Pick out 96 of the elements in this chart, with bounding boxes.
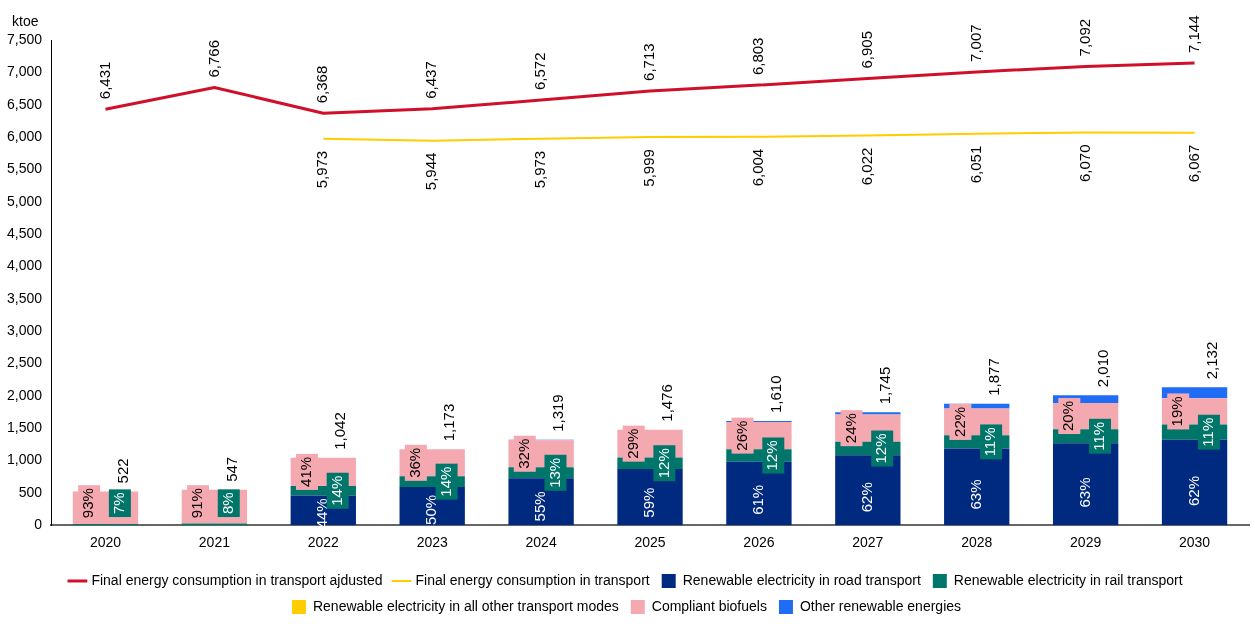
x-tick-label: 2028 bbox=[961, 534, 993, 551]
y-tick-label: 2,000 bbox=[6, 386, 43, 403]
annotation: 62% bbox=[1184, 476, 1202, 507]
annotation: 19% bbox=[1168, 396, 1186, 427]
x-tick-label: 2022 bbox=[307, 534, 340, 551]
legend-label: Compliant biofuels bbox=[651, 597, 767, 614]
annotation: 29% bbox=[623, 428, 641, 459]
legend-label: Renewable electricity in all other transport modes bbox=[312, 597, 619, 614]
y-tick-label: 1,000 bbox=[6, 451, 43, 468]
x-tick-label: 2024 bbox=[525, 534, 557, 551]
data-label: 6,572 bbox=[531, 52, 549, 91]
annotation: 93% bbox=[79, 488, 97, 519]
total-label: 1,745 bbox=[875, 366, 893, 405]
annotation: 22% bbox=[950, 406, 968, 437]
x-tick-label: 2023 bbox=[416, 534, 448, 551]
y-tick-label: 1,500 bbox=[6, 419, 43, 436]
y-tick-label: 5,000 bbox=[6, 192, 43, 209]
total-label: 1,877 bbox=[984, 358, 1002, 396]
total-label: 522 bbox=[113, 458, 131, 484]
x-tick-label: 2025 bbox=[634, 534, 666, 551]
annotation: 12% bbox=[654, 448, 672, 479]
data-label: 6,437 bbox=[422, 61, 440, 99]
y-tick-label: 500 bbox=[18, 483, 43, 500]
annotation: 32% bbox=[514, 438, 532, 469]
annotation: 14% bbox=[436, 466, 454, 497]
data-label: 6,070 bbox=[1075, 144, 1093, 183]
y-tick-label: 7,500 bbox=[6, 30, 43, 47]
x-tick-label: 2027 bbox=[852, 534, 884, 551]
data-label: 7,144 bbox=[1184, 15, 1202, 54]
x-tick-label: 2020 bbox=[89, 534, 122, 551]
annotation: 63% bbox=[966, 479, 984, 510]
total-label: 2,010 bbox=[1093, 349, 1111, 388]
annotation: 62% bbox=[857, 482, 875, 513]
annotation: 11% bbox=[1090, 421, 1108, 451]
data-label: 6,713 bbox=[640, 43, 658, 81]
total-label: 1,042 bbox=[331, 412, 349, 450]
annotation: 36% bbox=[406, 447, 424, 478]
y-tick-label: 3,000 bbox=[6, 321, 43, 338]
annotation: 12% bbox=[763, 440, 781, 471]
annotation: 7% bbox=[110, 492, 127, 515]
data-label: 6,431 bbox=[95, 61, 113, 100]
annotation: 11% bbox=[1199, 417, 1217, 447]
total-label: 1,476 bbox=[658, 384, 676, 422]
data-label: 6,004 bbox=[749, 148, 767, 187]
annotation: 50% bbox=[422, 494, 440, 525]
data-label: 6,803 bbox=[749, 37, 767, 76]
data-label: 5,944 bbox=[422, 152, 440, 191]
x-tick-label: 2026 bbox=[743, 534, 775, 551]
data-label: 5,973 bbox=[313, 150, 331, 189]
y-tick-label: 6,000 bbox=[6, 127, 43, 144]
legend-label: Renewable electricity in rail transport bbox=[953, 571, 1183, 588]
annotation: 12% bbox=[872, 433, 890, 464]
data-label: 7,092 bbox=[1075, 18, 1093, 57]
annotation: 41% bbox=[297, 456, 315, 487]
total-label: 2,132 bbox=[1202, 341, 1220, 380]
annotation: 63% bbox=[1075, 477, 1093, 508]
x-tick-label: 2030 bbox=[1178, 534, 1211, 551]
legend-label: Final energy consumption in transport ajdusted bbox=[91, 571, 383, 588]
y-tick-label: 5,500 bbox=[6, 160, 43, 177]
data-label: 5,999 bbox=[640, 149, 658, 187]
annotation: 14% bbox=[327, 475, 345, 506]
total-label: 547 bbox=[222, 456, 240, 482]
y-tick-label: 3,500 bbox=[6, 289, 43, 306]
annotation: 13% bbox=[545, 457, 563, 488]
annotation: 55% bbox=[531, 491, 549, 522]
y-tick-label: 2,500 bbox=[6, 354, 43, 371]
y-tick-label: 4,500 bbox=[6, 224, 43, 241]
data-label: 6,368 bbox=[313, 65, 331, 104]
y-tick-label: 6,500 bbox=[6, 95, 43, 112]
annotation: 20% bbox=[1059, 401, 1077, 432]
total-label: 1,173 bbox=[440, 403, 458, 442]
annotation: 11% bbox=[981, 427, 999, 457]
annotation: 8% bbox=[218, 492, 236, 515]
x-tick-label: 2021 bbox=[198, 534, 231, 551]
y-tick-label: 7,000 bbox=[6, 63, 43, 80]
y-axis-title: ktoe bbox=[12, 12, 39, 29]
data-label: 6,067 bbox=[1184, 144, 1202, 183]
annotation: 61% bbox=[749, 484, 767, 515]
legend-label: Renewable electricity in road transport bbox=[682, 571, 921, 588]
data-label: 6,766 bbox=[204, 39, 222, 78]
y-tick-label: 0 bbox=[34, 516, 43, 533]
annotation: 91% bbox=[188, 488, 206, 519]
data-label: 7,007 bbox=[966, 24, 984, 62]
legend-label: Other renewable energies bbox=[799, 597, 962, 614]
x-tick-label: 2029 bbox=[1070, 534, 1102, 551]
annotation: 59% bbox=[640, 487, 658, 518]
data-label: 6,022 bbox=[857, 147, 875, 186]
annotation: 26% bbox=[732, 420, 750, 451]
data-label: 5,973 bbox=[531, 150, 549, 189]
total-label: 1,610 bbox=[767, 375, 785, 414]
legend-label: Final energy consumption in transport bbox=[415, 571, 650, 588]
annotation: 24% bbox=[841, 413, 859, 444]
data-label: 6,051 bbox=[966, 145, 984, 184]
data-label: 6,905 bbox=[857, 30, 875, 69]
y-tick-label: 4,000 bbox=[6, 257, 43, 274]
total-label: 1,319 bbox=[549, 394, 567, 432]
